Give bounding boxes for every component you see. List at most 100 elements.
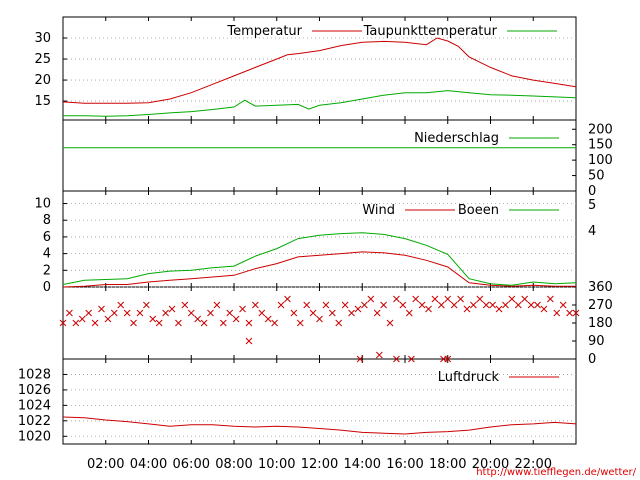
- wind-direction-point: [431, 295, 439, 303]
- y-tick-label: 0: [588, 184, 596, 199]
- wind-direction-point: [386, 319, 394, 327]
- wind-direction-point: [303, 301, 311, 309]
- wind-direction-point: [296, 319, 304, 327]
- wind-direction-point: [213, 301, 221, 309]
- wind-direction-point: [78, 315, 86, 323]
- wind-direction-point: [155, 319, 163, 327]
- temperatur-legend-label: Temperatur: [226, 24, 302, 39]
- wind-direction-point: [200, 319, 208, 327]
- wind-direction-point: [258, 309, 266, 317]
- wind-direction-point: [425, 305, 432, 313]
- y-tick-label: 8: [43, 213, 51, 228]
- wind-direction-point: [405, 309, 413, 317]
- wind-direction-point: [502, 301, 509, 309]
- wind-direction-point: [559, 301, 567, 309]
- wind-direction-point: [375, 351, 383, 359]
- wind-direction-point: [341, 301, 349, 309]
- y-tick-label: 2: [43, 263, 51, 278]
- wind-direction-point: [412, 295, 420, 303]
- boeen-legend-label: Boeen: [458, 203, 499, 218]
- wind-direction-point: [546, 295, 554, 303]
- wind-direction-point: [59, 319, 67, 327]
- wind-direction-point: [149, 315, 157, 323]
- wind-direction-point: [399, 301, 407, 309]
- x-tick-label: 20:00: [472, 457, 509, 472]
- wind-direction-point: [130, 319, 137, 327]
- pressure-panel-frame: [62, 358, 577, 445]
- x-tick-label: 16:00: [386, 457, 423, 472]
- y-tick-label: 150: [588, 138, 613, 153]
- wind-direction-point: [566, 309, 573, 317]
- precipitation-panel-frame: [62, 119, 577, 192]
- wind-direction-point: [393, 295, 400, 303]
- wind-direction-point: [328, 309, 336, 317]
- y-tick-label: 4: [43, 247, 51, 262]
- wind-direction-point: [335, 319, 343, 327]
- wind-direction-point: [316, 315, 323, 323]
- wind-direction-point: [143, 301, 150, 309]
- wind-direction-point: [309, 309, 317, 317]
- wind-line: [62, 251, 576, 288]
- x-tick-label: 02:00: [87, 457, 124, 472]
- x-tick-label: 22:00: [515, 457, 552, 472]
- wind-direction-point: [476, 295, 484, 303]
- wind-direction-point: [239, 305, 246, 313]
- wind-direction-point: [219, 319, 227, 327]
- y-tick-label: 270: [588, 298, 613, 313]
- temperatur-line: [62, 37, 577, 104]
- wind-direction-point: [277, 301, 285, 309]
- taupunkttemperatur-legend-label: Taupunkttemperatur: [363, 24, 498, 39]
- wind-direction-point: [489, 301, 496, 309]
- wind-direction-point: [572, 309, 580, 317]
- y-tick-label: 0: [588, 352, 596, 367]
- x-tick-label: 06:00: [173, 457, 210, 472]
- wind-direction-point: [245, 337, 253, 345]
- y-tick-label: 1026: [18, 383, 51, 398]
- y-tick-label: 200: [588, 122, 613, 137]
- temperature-panel-frame: [62, 16, 577, 121]
- wind-direction-point: [393, 355, 400, 363]
- series-layer: [59, 37, 580, 435]
- wind-direction-point: [284, 295, 291, 303]
- wind-direction-point: [470, 301, 477, 309]
- wind-direction-point: [207, 309, 214, 317]
- x-tick-label: 12:00: [301, 457, 338, 472]
- wind-direction-point: [136, 309, 144, 317]
- wind-direction-point: [181, 301, 189, 309]
- y-tick-label: 1024: [18, 398, 51, 413]
- y-tick-label: 15: [34, 94, 51, 109]
- wind-direction-point: [290, 309, 298, 317]
- y-tick-label: 1022: [18, 414, 51, 429]
- wind-direction-point: [444, 295, 452, 303]
- wind-direction-point: [226, 309, 234, 317]
- wind-direction-point: [450, 301, 458, 309]
- wind-direction-point: [104, 315, 112, 323]
- wind-direction-point: [437, 301, 445, 309]
- wind-direction-point: [91, 319, 99, 327]
- grid-layer: [63, 17, 576, 444]
- y-tick-label: 25: [34, 52, 51, 67]
- y-tick-label-right: 4: [588, 224, 596, 239]
- y-tick-label: 360: [588, 280, 613, 295]
- x-tick-label: 04:00: [130, 457, 167, 472]
- wind-direction-point: [521, 295, 529, 303]
- wind-direction-point: [367, 295, 375, 303]
- wind-direction-point: [98, 305, 105, 313]
- luftdruck-line: [62, 416, 577, 435]
- wind-direction-point: [514, 301, 522, 309]
- wind-direction-point: [194, 315, 202, 323]
- wind-direction-point: [110, 309, 118, 317]
- x-tick-label: 18:00: [429, 457, 466, 472]
- taupunkttemperatur-line: [63, 90, 577, 117]
- y-tick-label: 90: [588, 334, 605, 349]
- y-tick-label: 50: [588, 169, 605, 184]
- y-tick-label: 0: [43, 280, 51, 295]
- y-tick-label: 20: [34, 73, 51, 88]
- wind-direction-point: [356, 355, 364, 363]
- wind-direction-point: [444, 355, 452, 363]
- wind-direction-point: [418, 301, 426, 309]
- wind-direction-point: [162, 309, 169, 317]
- wind-direction-point: [175, 319, 182, 327]
- wind-direction-point: [117, 301, 125, 309]
